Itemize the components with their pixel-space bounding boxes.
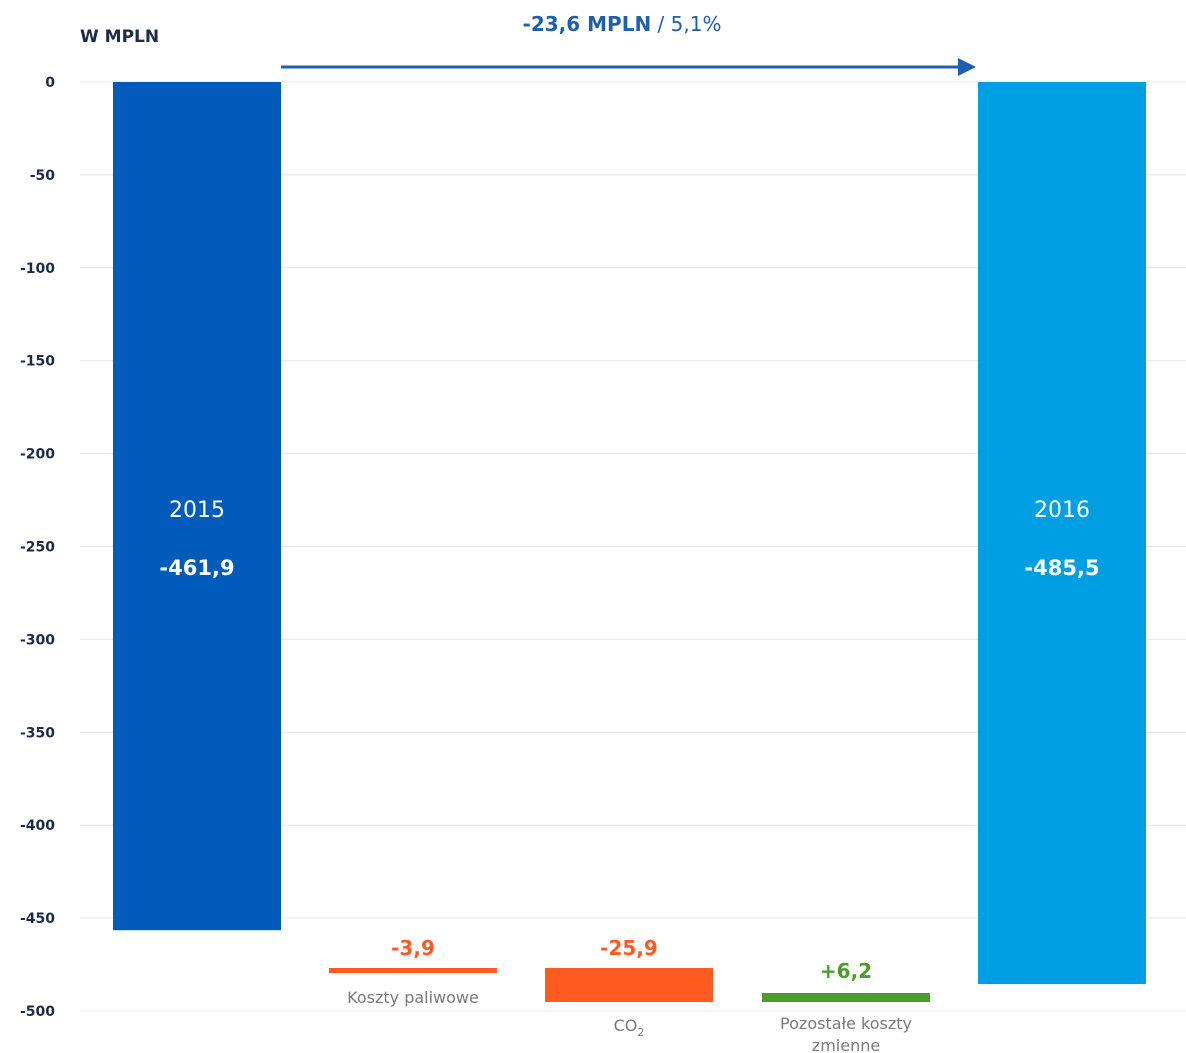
bar-change-1 bbox=[329, 968, 497, 973]
y-tick-label: 0 bbox=[45, 75, 55, 91]
y-tick-label: -500 bbox=[20, 1004, 55, 1020]
y-tick-label: -100 bbox=[20, 261, 55, 277]
y-tick-label: -450 bbox=[20, 911, 55, 927]
category-label: Koszty paliwowe bbox=[347, 988, 479, 1007]
arrow-head bbox=[958, 58, 976, 76]
bar-year-label: 2015 bbox=[169, 498, 225, 523]
bar-labels: 2015 -461,9 2016 -485,5 -3,9 Koszty paliwowe -… bbox=[159, 498, 1099, 1053]
bar-change-2 bbox=[545, 968, 713, 1002]
bar-change-value: +6,2 bbox=[820, 959, 872, 983]
y-tick-label: -350 bbox=[20, 725, 55, 741]
y-tick-label: -400 bbox=[20, 818, 55, 834]
y-tick-label: -50 bbox=[30, 168, 56, 184]
bar-change-3 bbox=[762, 993, 930, 1002]
y-tick-label: -250 bbox=[20, 540, 55, 556]
summary-arrow bbox=[281, 58, 976, 76]
bar-change-value: -25,9 bbox=[600, 936, 658, 960]
bar-total-2015 bbox=[113, 82, 281, 931]
y-tick-label: -200 bbox=[20, 447, 55, 463]
y-tick-label: -300 bbox=[20, 632, 55, 648]
unit-label: W MPLN bbox=[80, 27, 159, 47]
bar-total-2016 bbox=[978, 82, 1146, 985]
summary-delta-value: -23,6 MPLN bbox=[523, 12, 652, 36]
bars bbox=[113, 82, 1146, 1002]
category-label-subscript: 2 bbox=[637, 1026, 644, 1039]
category-label: CO2 bbox=[614, 1016, 645, 1039]
bar-total-value: -485,5 bbox=[1024, 556, 1099, 580]
bar-year-label: 2016 bbox=[1034, 498, 1090, 523]
summary-delta-pct: / 5,1% bbox=[651, 12, 721, 36]
y-axis: 0 -50 -100 -150 -200 -250 -300 -350 -400 -450 -500 bbox=[20, 75, 55, 1020]
category-label: Pozostałe koszty bbox=[780, 1014, 912, 1033]
y-tick-label: -150 bbox=[20, 354, 55, 370]
category-label-line2: zmienne bbox=[812, 1036, 880, 1053]
bar-total-value: -461,9 bbox=[159, 556, 234, 580]
bar-change-value: -3,9 bbox=[391, 936, 435, 960]
summary-delta: -23,6 MPLN / 5,1% bbox=[523, 12, 722, 36]
